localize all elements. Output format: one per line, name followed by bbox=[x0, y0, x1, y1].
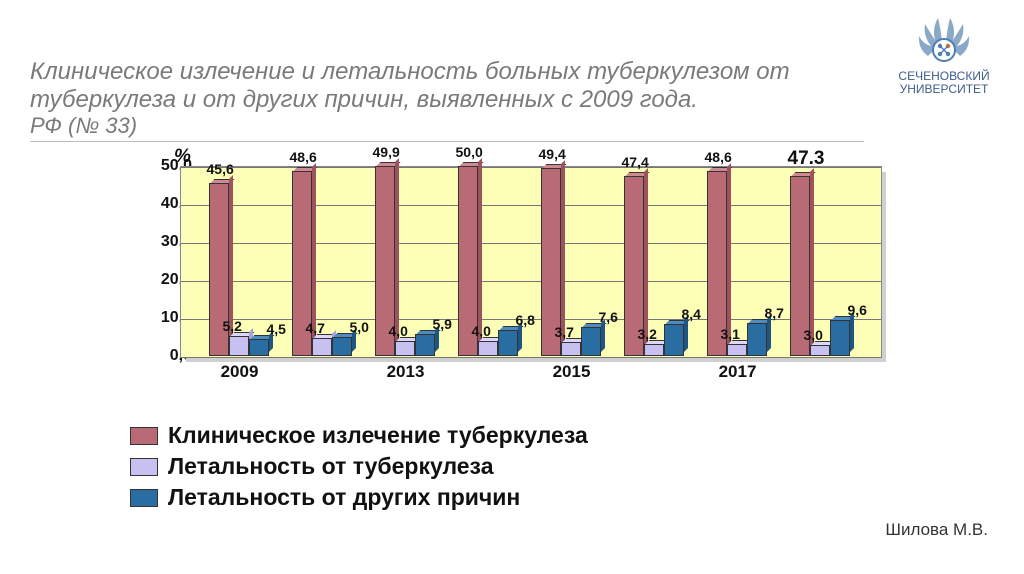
bar-value-label: 5,0 bbox=[350, 319, 369, 335]
title-sub: РФ (№ 33) bbox=[30, 113, 864, 138]
bar-group: 50,04,06,8 bbox=[458, 166, 520, 356]
university-logo: СЕЧЕНОВСКИЙ УНИВЕРСИТЕТ bbox=[884, 14, 1004, 96]
bar bbox=[664, 324, 684, 356]
bar-value-label: 4,0 bbox=[389, 323, 408, 339]
slide-title: Клиническое излечение и летальность боль… bbox=[30, 58, 864, 142]
bar bbox=[229, 336, 249, 356]
bar-value-label: 4,7 bbox=[306, 320, 325, 336]
legend-swatch bbox=[130, 427, 158, 445]
bar-value-label: 45,6 bbox=[207, 161, 234, 177]
bars-layer: 45,65,24,5 48,64,75,0 49,94,05,9 50,04,06,8… bbox=[180, 166, 880, 356]
bar-value-label: 8,4 bbox=[682, 306, 701, 322]
gridline bbox=[181, 357, 881, 358]
bar-value-label: 3,7 bbox=[555, 324, 574, 340]
x-tick-label: 2017 bbox=[699, 362, 777, 382]
bar-value-label: 3,1 bbox=[721, 326, 740, 342]
bar bbox=[498, 330, 518, 356]
bar-value-label: 49,4 bbox=[539, 146, 566, 162]
bar bbox=[830, 320, 850, 356]
bar bbox=[478, 341, 498, 356]
title-divider bbox=[30, 141, 864, 142]
bar bbox=[727, 344, 747, 356]
logo-text-line2: УНИВЕРСИТЕТ bbox=[884, 83, 1004, 96]
x-tick-label: 2009 bbox=[201, 362, 279, 382]
bar-value-label: 50,0 bbox=[456, 144, 483, 160]
bar-value-label: 9,6 bbox=[848, 302, 867, 318]
bar-chart: % 0,010,020,030,040,050,0 45,65,24,548,6… bbox=[120, 152, 900, 392]
bar-value-label: 5,9 bbox=[433, 316, 452, 332]
x-tick-label: 2013 bbox=[367, 362, 445, 382]
bar-value-label: 48,6 bbox=[705, 149, 732, 165]
logo-icon bbox=[913, 14, 975, 66]
bar-value-label: 47.3 bbox=[788, 148, 825, 170]
legend-label: Летальность от других причин bbox=[168, 482, 520, 513]
legend-item: Летальность от туберкулеза bbox=[130, 451, 588, 482]
bar-value-label: 7,6 bbox=[599, 309, 618, 325]
bar bbox=[581, 327, 601, 356]
bar-group: 48,63,18,7 bbox=[707, 166, 769, 356]
legend-swatch bbox=[130, 489, 158, 507]
bar-value-label: 8,7 bbox=[765, 305, 784, 321]
bar-group: 45,65,24,5 bbox=[209, 166, 271, 356]
bar-value-label: 4,5 bbox=[267, 321, 286, 337]
bar bbox=[810, 345, 830, 356]
chart-legend: Клиническое излечение туберкулезаЛетальн… bbox=[130, 420, 588, 513]
bar bbox=[644, 344, 664, 356]
bar bbox=[312, 338, 332, 356]
bar bbox=[747, 323, 767, 356]
bar-value-label: 5,2 bbox=[223, 318, 242, 334]
bar-group: 47,43,28,4 bbox=[624, 166, 686, 356]
legend-item: Летальность от других причин bbox=[130, 482, 588, 513]
bar bbox=[395, 341, 415, 356]
bar-value-label: 6,8 bbox=[516, 312, 535, 328]
bar bbox=[415, 334, 435, 356]
bar-value-label: 49,9 bbox=[373, 144, 400, 160]
legend-label: Клиническое излечение туберкулеза bbox=[168, 420, 588, 451]
author-credit: Шилова М.В. bbox=[885, 520, 988, 540]
legend-item: Клиническое излечение туберкулеза bbox=[130, 420, 588, 451]
bar-group: 49,43,77,6 bbox=[541, 166, 603, 356]
bar-value-label: 4,0 bbox=[472, 323, 491, 339]
bar bbox=[332, 337, 352, 356]
slide-root: СЕЧЕНОВСКИЙ УНИВЕРСИТЕТ Клиническое изле… bbox=[0, 0, 1024, 574]
bar bbox=[561, 342, 581, 356]
legend-swatch bbox=[130, 458, 158, 476]
bar bbox=[249, 339, 269, 356]
bar-group: 49,94,05,9 bbox=[375, 166, 437, 356]
bar-value-label: 47,4 bbox=[622, 154, 649, 170]
bar-value-label: 3,0 bbox=[804, 327, 823, 343]
x-tick-label: 2015 bbox=[533, 362, 611, 382]
bar-group: 48,64,75,0 bbox=[292, 166, 354, 356]
bar-value-label: 48,6 bbox=[290, 149, 317, 165]
bar-group: 47.33,09,6 bbox=[790, 166, 852, 356]
legend-label: Летальность от туберкулеза bbox=[168, 451, 493, 482]
title-main: Клиническое излечение и летальность боль… bbox=[30, 58, 864, 113]
bar-value-label: 3,2 bbox=[638, 326, 657, 342]
